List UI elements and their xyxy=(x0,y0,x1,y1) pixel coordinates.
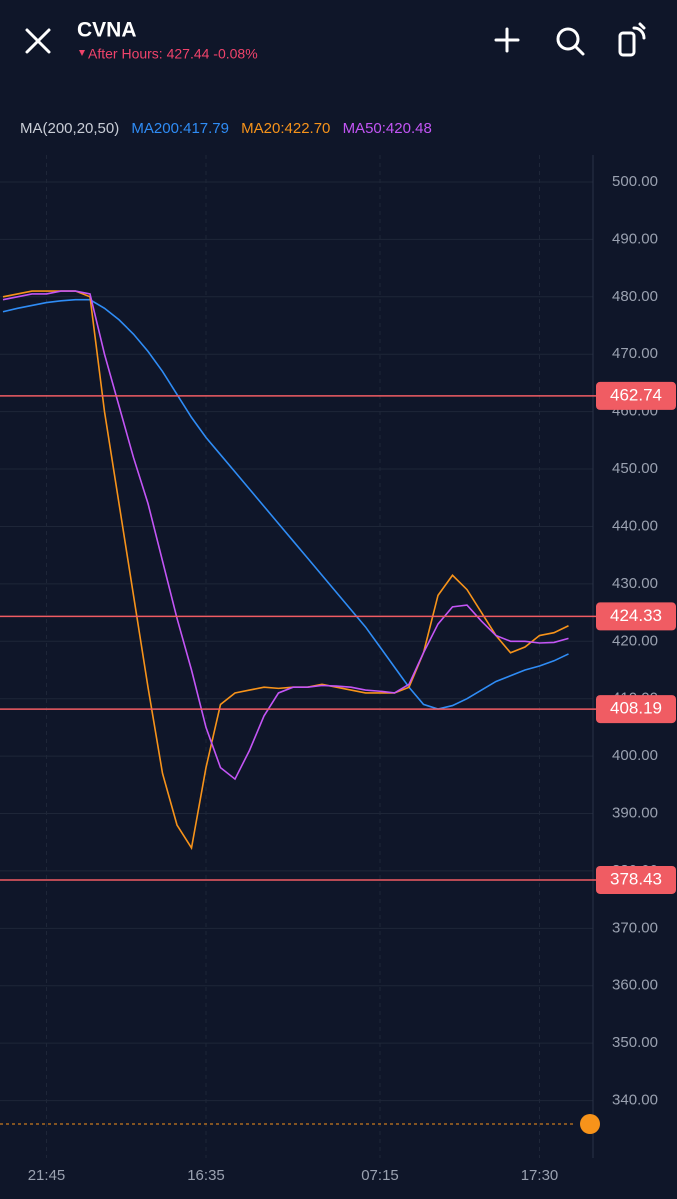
ma-line xyxy=(2,290,569,851)
y-tick-label: 350.00 xyxy=(612,1034,658,1051)
x-tick-label: 21:45 xyxy=(28,1167,66,1184)
y-tick-label: 500.00 xyxy=(612,173,658,190)
alert-bell[interactable] xyxy=(580,1114,600,1134)
y-tick-label: 490.00 xyxy=(612,230,658,247)
after-hours: After Hours: 427.44 -0.08% xyxy=(88,46,258,62)
down-arrow xyxy=(79,50,85,56)
ma-value: MA20:422.70 xyxy=(241,120,330,137)
level-label: 408.19 xyxy=(610,699,662,718)
x-tick-label: 16:35 xyxy=(187,1167,225,1184)
search-button[interactable] xyxy=(556,27,585,56)
x-tick-label: 07:15 xyxy=(361,1167,399,1184)
level-badge xyxy=(596,602,676,631)
y-tick-label: 420.00 xyxy=(612,632,658,649)
symbol: CVNA xyxy=(77,19,137,42)
rotate-button[interactable] xyxy=(618,22,646,57)
level-badge xyxy=(596,381,676,410)
level-badge xyxy=(596,865,676,894)
y-tick-label: 470.00 xyxy=(612,345,658,362)
plot xyxy=(0,155,593,1158)
y-tick-label: 400.00 xyxy=(612,747,658,764)
add-button[interactable] xyxy=(494,27,520,53)
ma-line xyxy=(2,290,569,781)
level-label: 424.33 xyxy=(610,606,662,625)
y-tick-label: 360.00 xyxy=(612,977,658,994)
y-tick-label: 450.00 xyxy=(612,460,658,477)
x-tick-label: 17:30 xyxy=(521,1167,559,1184)
level-label: 378.43 xyxy=(610,869,662,888)
y-tick-label: 390.00 xyxy=(612,804,658,821)
indicator-label: MA(200,20,50) xyxy=(20,120,119,137)
indicator-legend: MA(200,20,50) MA200:417.79 MA20:422.70 M… xyxy=(20,120,432,137)
ma-line xyxy=(2,298,569,710)
ma-value: MA50:420.48 xyxy=(343,120,432,137)
level-badge xyxy=(596,695,676,724)
y-tick-label: 440.00 xyxy=(612,517,658,534)
y-tick-label: 370.00 xyxy=(612,919,658,936)
close-button[interactable] xyxy=(25,28,51,54)
y-tick-label: 340.00 xyxy=(612,1092,658,1109)
level-label: 462.74 xyxy=(610,385,662,404)
ma-value: MA200:417.79 xyxy=(131,120,229,137)
y-tick-label: 430.00 xyxy=(612,575,658,592)
y-tick-label: 480.00 xyxy=(612,288,658,305)
